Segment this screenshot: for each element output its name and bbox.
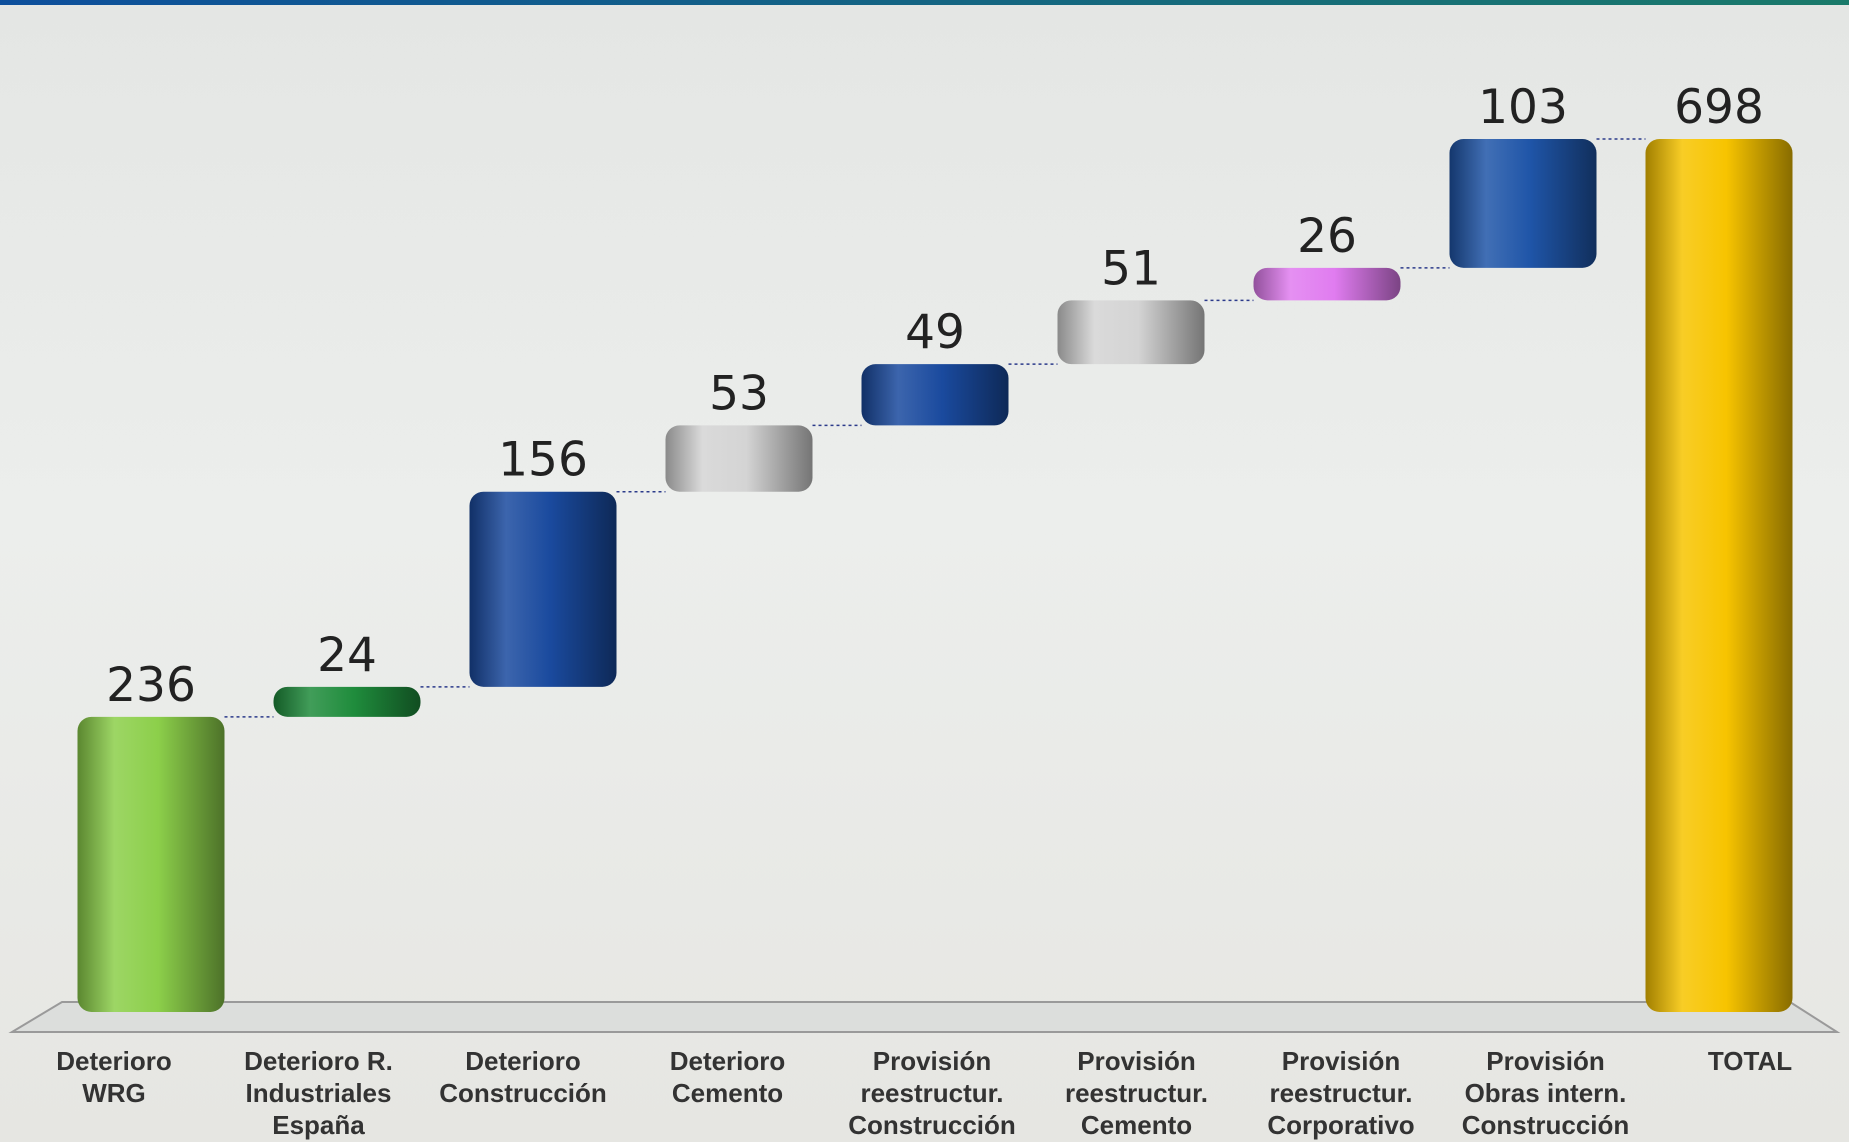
- bar: [469, 491, 617, 687]
- value-label: 49: [905, 305, 965, 360]
- bar: [1645, 139, 1793, 1012]
- category-label: Provisión reestructur. Cemento: [1064, 1046, 1209, 1140]
- value-label: 698: [1674, 80, 1764, 135]
- value-label: 24: [317, 628, 377, 683]
- bar: [77, 716, 225, 1012]
- category-label: Provisión reestructur. Construcción: [848, 1046, 1016, 1140]
- bar: [861, 364, 1009, 426]
- category-label: Deterioro WRG: [56, 1046, 172, 1108]
- value-label: 26: [1297, 209, 1357, 264]
- value-label: 156: [498, 433, 588, 488]
- value-label: 103: [1478, 80, 1568, 135]
- category-label: TOTAL: [1707, 1046, 1793, 1076]
- category-label: Deterioro Cemento: [669, 1046, 786, 1108]
- floor: [8, 1001, 1841, 1033]
- bar: [1057, 300, 1205, 365]
- category-label: Provisión reestructur. Corporativo: [1267, 1046, 1415, 1140]
- top-strip: [0, 0, 1849, 5]
- category-label: Deterioro Construcción: [439, 1046, 607, 1108]
- value-label: 236: [106, 658, 196, 713]
- bar: [1253, 267, 1401, 301]
- value-label: 51: [1101, 241, 1161, 296]
- value-label: 53: [709, 366, 769, 421]
- category-label: Provisión Obras intern. Construcción: [1461, 1046, 1630, 1140]
- category-label: Deterioro R. Industriales España: [244, 1046, 393, 1140]
- bar: [1449, 139, 1597, 268]
- bar: [665, 425, 813, 492]
- bar: [273, 686, 421, 717]
